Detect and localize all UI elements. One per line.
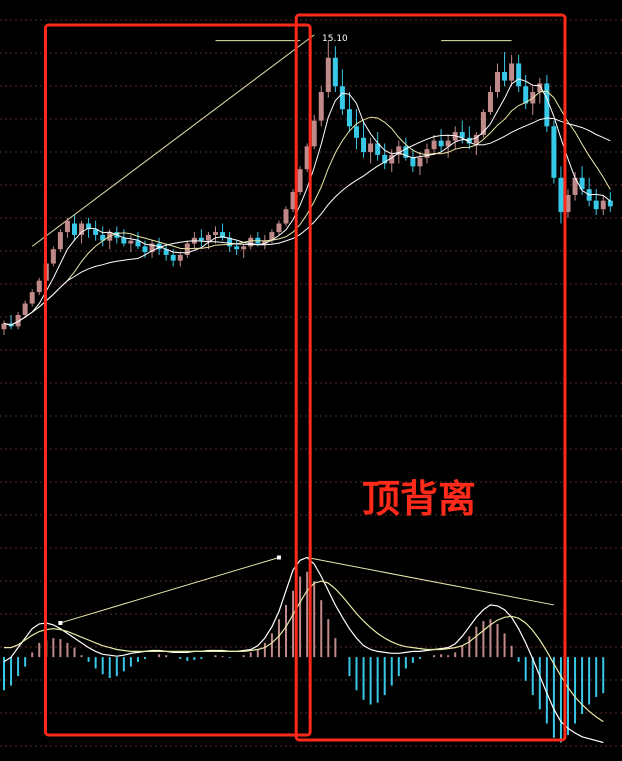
macd-trendline-rising xyxy=(60,557,280,624)
candle-body xyxy=(579,177,585,190)
candle-body xyxy=(346,109,352,127)
candle-body xyxy=(516,63,522,87)
peak-price-label: 15.10 xyxy=(322,34,348,44)
candle-body xyxy=(417,157,423,167)
candle-body xyxy=(163,249,169,255)
trendline-anchor xyxy=(58,620,63,625)
candle-body xyxy=(304,146,310,170)
candle-body xyxy=(29,292,35,304)
candle-body xyxy=(361,137,367,153)
candle-body xyxy=(262,240,268,244)
macd-dea-line xyxy=(4,580,604,723)
trendline-anchor xyxy=(276,555,281,560)
candle-body xyxy=(311,120,317,147)
candle-body xyxy=(544,83,550,127)
candle-body xyxy=(565,194,571,213)
candle-body xyxy=(318,92,324,121)
macd-trendline-falling xyxy=(307,556,554,606)
candle-body xyxy=(438,140,444,147)
candle-body xyxy=(283,209,289,224)
candle-body xyxy=(79,223,85,235)
candle-body xyxy=(269,232,275,241)
candle-body xyxy=(220,232,226,238)
candle-body xyxy=(100,234,106,241)
candle-body xyxy=(170,254,176,261)
candle-body xyxy=(297,169,303,193)
candle-body xyxy=(572,177,578,195)
macd-dif-line xyxy=(3,556,604,744)
candle-body xyxy=(466,137,472,144)
candle-body xyxy=(15,314,21,327)
candle-body xyxy=(431,140,437,150)
candle-body xyxy=(593,200,599,210)
ma5-line xyxy=(3,78,611,326)
annotation-boxes xyxy=(43,13,567,742)
candle-body xyxy=(93,229,99,235)
annotation-box-right xyxy=(294,13,567,742)
candle-body xyxy=(142,246,148,253)
price-trendline-rising xyxy=(31,34,315,247)
candle-body xyxy=(234,246,240,250)
candle-body xyxy=(128,240,134,244)
candle-body xyxy=(241,246,247,250)
candle-body xyxy=(325,57,331,93)
candlestick-series xyxy=(1,40,613,335)
ma10-line xyxy=(3,90,611,326)
candle-body xyxy=(36,280,42,293)
candle-body xyxy=(149,243,155,253)
candle-body xyxy=(205,234,211,241)
candle-body xyxy=(403,146,409,158)
candle-body xyxy=(213,232,218,235)
candle-body xyxy=(290,192,296,210)
candle-body xyxy=(487,92,493,113)
candle-body xyxy=(339,86,345,110)
candle-body xyxy=(354,126,359,138)
candle-body xyxy=(198,237,204,241)
moving-average-series xyxy=(3,78,611,326)
candle-body xyxy=(121,237,127,244)
macd-panel xyxy=(3,555,605,744)
candle-body xyxy=(368,143,374,153)
divergence-label: 顶背离 xyxy=(362,477,476,521)
candle-body xyxy=(57,232,63,250)
candle-body xyxy=(135,240,141,247)
candle-body xyxy=(50,249,56,264)
candle-body xyxy=(473,134,479,144)
candle-body xyxy=(64,220,70,233)
candle-body xyxy=(452,132,458,141)
candle-body xyxy=(1,323,7,330)
candle-body xyxy=(72,223,77,235)
candle-body xyxy=(375,143,381,155)
candle-body xyxy=(551,126,557,178)
candle-body xyxy=(509,63,515,81)
candle-body xyxy=(396,146,402,155)
candle-body xyxy=(332,57,338,87)
candle-body xyxy=(558,177,564,213)
candle-body xyxy=(600,200,606,210)
ma20-line xyxy=(3,117,611,326)
candle-body xyxy=(410,157,416,167)
candle-body xyxy=(480,112,486,135)
annotation-box-left xyxy=(43,23,312,737)
candle-body xyxy=(537,83,543,93)
candle-body xyxy=(276,223,282,233)
candle-body xyxy=(177,254,183,261)
candle-body xyxy=(502,72,508,81)
candle-body xyxy=(248,237,254,247)
candle-body xyxy=(22,303,28,315)
candle-body xyxy=(382,154,388,164)
candle-body xyxy=(445,140,451,147)
candle-body xyxy=(459,132,465,138)
candle-body xyxy=(607,200,613,207)
trendlines xyxy=(31,34,512,247)
candle-body xyxy=(424,149,430,158)
candle-body xyxy=(523,86,529,104)
candle-body xyxy=(389,154,395,164)
candle-body xyxy=(227,237,233,247)
candle-body xyxy=(86,223,92,230)
candle-body xyxy=(495,72,500,93)
